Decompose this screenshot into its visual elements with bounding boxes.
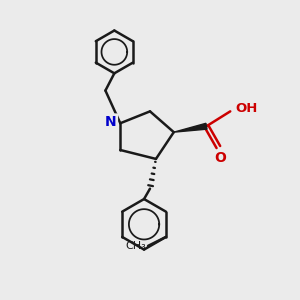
Text: O: O <box>214 152 226 166</box>
Text: N: N <box>105 115 117 129</box>
Text: CH₃: CH₃ <box>126 241 147 251</box>
Text: OH: OH <box>236 102 258 115</box>
Text: N: N <box>105 115 117 129</box>
Polygon shape <box>174 123 207 132</box>
